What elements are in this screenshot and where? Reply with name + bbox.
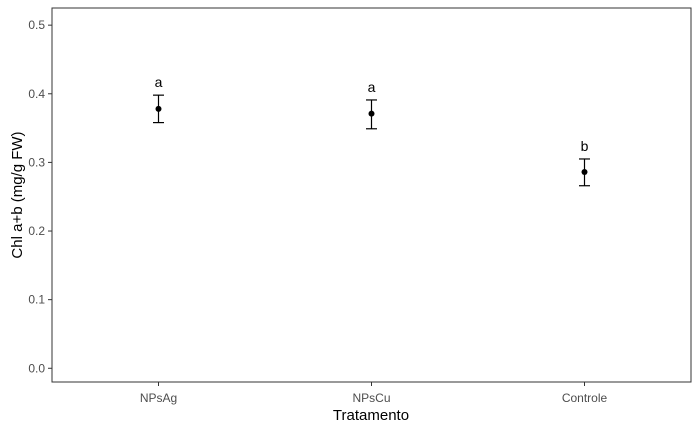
x-tick-label: NPsCu (352, 391, 390, 405)
error-bar-group: b (579, 138, 590, 187)
y-tick-label: 0.3 (28, 155, 45, 169)
y-tick-label: 0.5 (28, 18, 45, 32)
y-axis-title: Chl a+b (mg/g FW) (9, 131, 26, 258)
plot-panel (51, 7, 692, 383)
x-axis: NPsAg NPsCu Controle (140, 382, 608, 405)
mean-point (581, 169, 588, 176)
mean-point (368, 110, 375, 117)
x-axis-title: Tratamento (333, 407, 409, 424)
y-tick-label: 0.0 (28, 361, 45, 375)
y-tick-label: 0.2 (28, 224, 45, 238)
y-axis: 0.0 0.1 0.2 0.3 0.4 0.5 (28, 18, 52, 375)
group-letter: b (581, 138, 589, 154)
x-tick-label: Controle (562, 391, 608, 405)
y-tick-label: 0.1 (28, 293, 45, 307)
x-tick-label: NPsAg (140, 391, 177, 405)
error-bar-group: a (366, 79, 377, 130)
data-marks: a a b (153, 74, 590, 187)
error-bar-group: a (153, 74, 164, 124)
group-letter: a (155, 74, 163, 90)
mean-point (155, 105, 162, 112)
y-tick-label: 0.4 (28, 87, 45, 101)
group-letter: a (368, 79, 376, 95)
